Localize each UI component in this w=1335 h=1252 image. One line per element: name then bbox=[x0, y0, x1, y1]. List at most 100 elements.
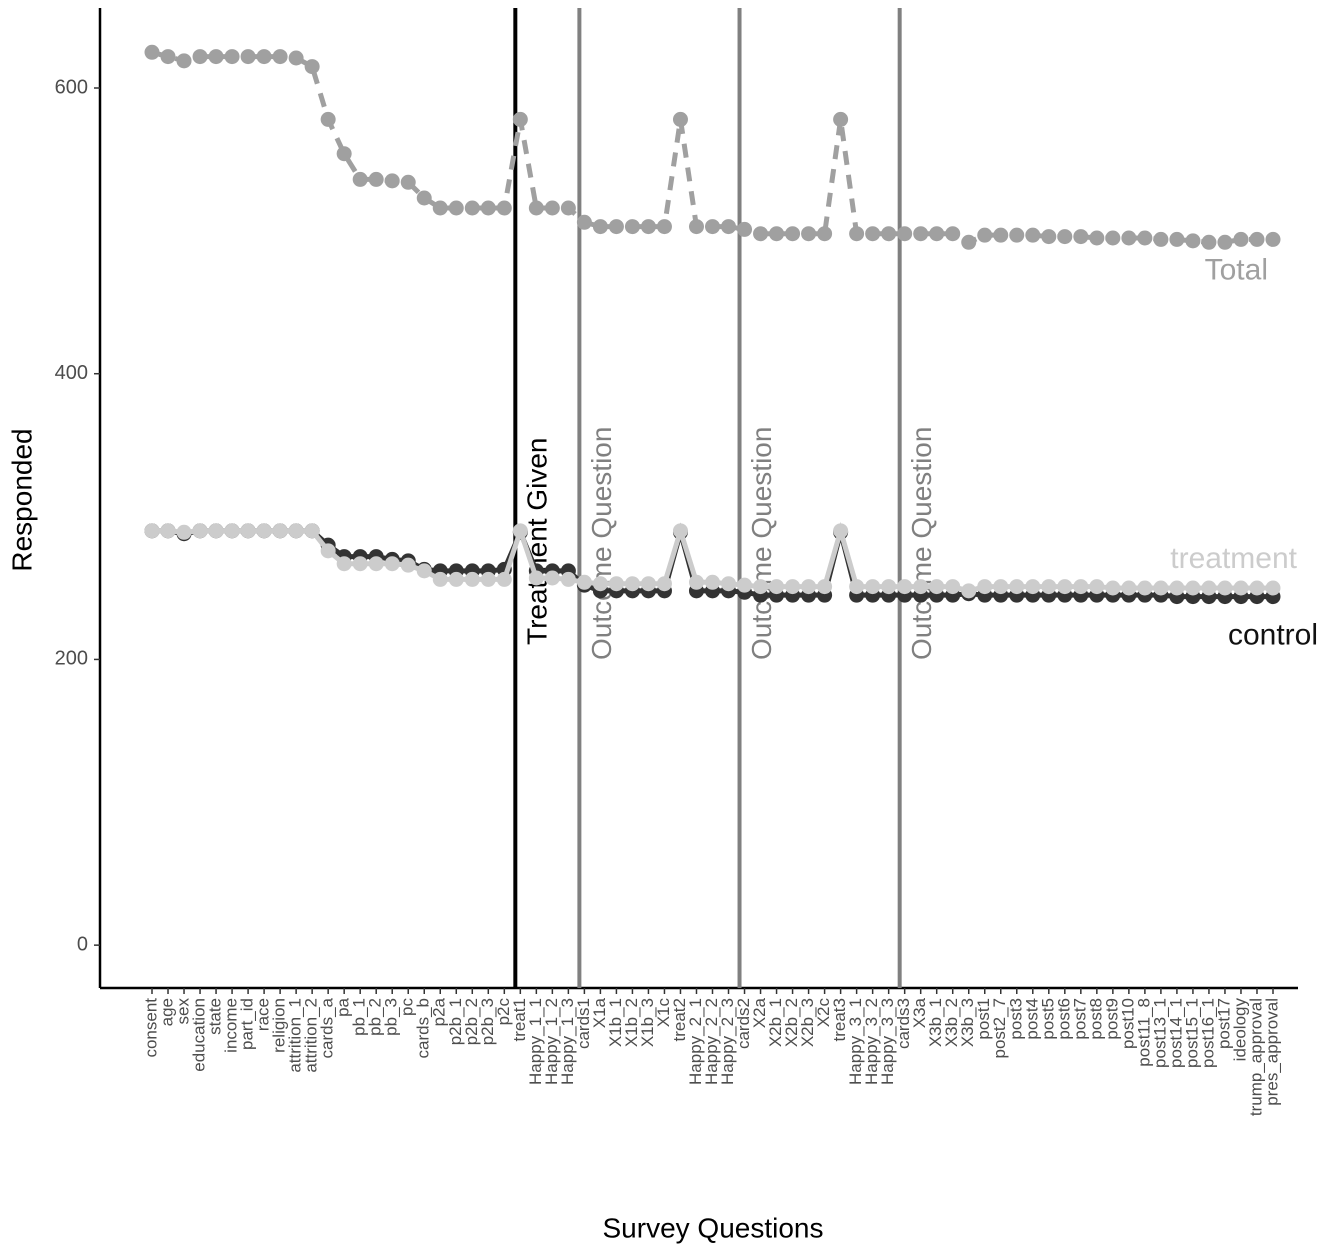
data-point bbox=[432, 200, 448, 216]
data-point bbox=[1073, 579, 1089, 595]
reference-label: Outcome Question bbox=[586, 427, 617, 660]
data-point bbox=[753, 579, 769, 595]
data-point bbox=[817, 579, 833, 595]
x-tick-label: post11_8 bbox=[1134, 998, 1153, 1067]
data-point bbox=[769, 579, 785, 595]
data-point bbox=[913, 579, 929, 595]
data-point bbox=[560, 571, 576, 587]
data-point bbox=[1185, 233, 1201, 249]
x-tick-label: X1b_3 bbox=[638, 998, 657, 1047]
data-point bbox=[528, 570, 544, 586]
data-point bbox=[737, 221, 753, 237]
data-point bbox=[480, 571, 496, 587]
data-point bbox=[1153, 231, 1169, 247]
x-tick-label: cards1 bbox=[574, 998, 593, 1049]
data-point bbox=[769, 226, 785, 242]
data-point bbox=[144, 44, 160, 60]
x-tick-label: pb_3 bbox=[382, 998, 401, 1036]
data-point bbox=[272, 523, 288, 539]
data-point bbox=[352, 171, 368, 187]
data-point bbox=[688, 574, 704, 590]
data-point bbox=[1185, 580, 1201, 596]
x-tick-label: treat1 bbox=[510, 998, 529, 1041]
data-point bbox=[1105, 580, 1121, 596]
x-tick-label: pres_approval bbox=[1262, 998, 1281, 1106]
data-point bbox=[256, 49, 272, 65]
x-tick-label: ideology bbox=[1230, 998, 1249, 1062]
data-point bbox=[400, 557, 416, 573]
x-tick-label: p2c bbox=[494, 998, 513, 1026]
data-point bbox=[208, 523, 224, 539]
reference-label: Treatment Given bbox=[522, 438, 553, 645]
data-point bbox=[1121, 230, 1137, 246]
x-tick-label: age bbox=[157, 998, 176, 1026]
data-point bbox=[817, 226, 833, 242]
data-point bbox=[1137, 230, 1153, 246]
x-tick-label: X3b_1 bbox=[926, 998, 945, 1047]
x-tick-label: X2b_1 bbox=[766, 998, 785, 1047]
data-point bbox=[705, 574, 720, 590]
data-point bbox=[1201, 580, 1217, 596]
data-point bbox=[448, 200, 464, 216]
data-point bbox=[288, 50, 304, 66]
data-point bbox=[1201, 234, 1217, 250]
data-point bbox=[929, 226, 945, 242]
x-tick-label: Happy_3_1 bbox=[846, 998, 865, 1085]
data-point bbox=[849, 226, 865, 242]
data-point bbox=[272, 49, 288, 65]
x-tick-label: post2_7 bbox=[990, 998, 1009, 1059]
x-tick-label: X3a bbox=[910, 997, 929, 1028]
data-point bbox=[608, 219, 624, 235]
x-tick-label: p2b_2 bbox=[462, 998, 481, 1045]
data-point bbox=[672, 523, 688, 539]
data-point bbox=[913, 226, 929, 242]
data-point bbox=[881, 579, 897, 595]
data-point bbox=[945, 579, 961, 595]
x-tick-label: post7 bbox=[1070, 998, 1089, 1040]
x-tick-label: religion bbox=[270, 998, 289, 1053]
data-point bbox=[961, 583, 977, 599]
x-tick-label: post13_1 bbox=[1150, 998, 1169, 1068]
x-tick-label: attrition_1 bbox=[286, 998, 305, 1073]
data-point bbox=[1041, 579, 1057, 595]
data-point bbox=[721, 576, 737, 592]
x-tick-label: post17 bbox=[1214, 998, 1233, 1049]
data-point bbox=[288, 523, 304, 539]
x-tick-label: treat3 bbox=[830, 998, 849, 1041]
data-point bbox=[480, 200, 496, 216]
series-line bbox=[151, 49, 1273, 246]
data-point bbox=[993, 579, 1009, 595]
data-point bbox=[1153, 580, 1169, 596]
x-tick-label: X2a bbox=[750, 997, 769, 1028]
x-tick-label: cards3 bbox=[894, 998, 913, 1049]
data-point bbox=[240, 49, 256, 65]
x-tick-label: post14_1 bbox=[1166, 998, 1185, 1068]
x-tick-label: cards_a bbox=[318, 997, 337, 1058]
data-point bbox=[400, 174, 416, 190]
data-point bbox=[208, 49, 224, 65]
data-point bbox=[512, 111, 528, 127]
data-point bbox=[576, 214, 592, 230]
data-point bbox=[801, 579, 817, 595]
x-tick-label: part_id bbox=[238, 998, 257, 1050]
data-point bbox=[1265, 580, 1281, 596]
data-point bbox=[176, 524, 192, 540]
x-tick-label: post16_1 bbox=[1198, 998, 1217, 1068]
x-tick-label: post8 bbox=[1086, 998, 1105, 1040]
y-tick-label: 400 bbox=[55, 362, 88, 384]
x-tick-label: X1b_2 bbox=[622, 998, 641, 1047]
data-point bbox=[929, 579, 945, 595]
data-point bbox=[849, 579, 865, 595]
data-point bbox=[512, 523, 528, 539]
data-point bbox=[1249, 580, 1265, 596]
data-point bbox=[1169, 231, 1185, 247]
x-tick-label: X1c bbox=[654, 998, 673, 1028]
data-point bbox=[1217, 234, 1233, 250]
x-tick-label: education bbox=[190, 998, 209, 1072]
data-point bbox=[592, 576, 608, 592]
data-point bbox=[1233, 231, 1249, 247]
data-point bbox=[496, 200, 512, 216]
y-tick-label: 200 bbox=[55, 648, 88, 670]
data-point bbox=[608, 576, 624, 592]
